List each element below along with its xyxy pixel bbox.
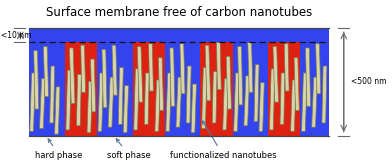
Polygon shape: [234, 73, 240, 131]
Polygon shape: [44, 47, 49, 97]
Polygon shape: [69, 48, 75, 103]
Polygon shape: [176, 77, 182, 127]
Polygon shape: [87, 81, 93, 133]
Polygon shape: [244, 76, 250, 126]
Polygon shape: [34, 51, 39, 109]
Polygon shape: [226, 56, 231, 109]
Bar: [200, 42, 232, 135]
Polygon shape: [316, 44, 321, 94]
Polygon shape: [212, 72, 217, 123]
Polygon shape: [81, 45, 85, 92]
Polygon shape: [158, 58, 163, 111]
Polygon shape: [40, 79, 45, 129]
Polygon shape: [112, 45, 117, 95]
Polygon shape: [118, 67, 123, 124]
Polygon shape: [248, 42, 253, 92]
Polygon shape: [50, 66, 55, 123]
Polygon shape: [180, 44, 185, 94]
Bar: [65, 42, 97, 135]
Polygon shape: [123, 85, 129, 133]
Polygon shape: [108, 77, 114, 127]
Polygon shape: [137, 47, 143, 102]
Polygon shape: [254, 65, 259, 122]
Text: functionalized nanotubes: functionalized nanotubes: [170, 121, 276, 160]
Bar: [132, 42, 165, 135]
Polygon shape: [238, 47, 243, 105]
Polygon shape: [91, 59, 96, 112]
Text: <500 nm: <500 nm: [350, 78, 386, 86]
Bar: [29, 29, 328, 135]
Polygon shape: [216, 42, 221, 90]
Polygon shape: [76, 74, 82, 126]
Text: soft phase: soft phase: [107, 139, 151, 160]
Polygon shape: [322, 66, 327, 123]
Polygon shape: [269, 69, 275, 130]
Polygon shape: [191, 84, 196, 133]
Polygon shape: [312, 77, 318, 127]
Text: Surface membrane free of carbon nanotubes: Surface membrane free of carbon nanotube…: [46, 6, 312, 19]
Polygon shape: [305, 48, 310, 106]
Polygon shape: [259, 83, 264, 131]
Polygon shape: [144, 73, 149, 124]
Polygon shape: [284, 44, 289, 91]
Polygon shape: [54, 87, 60, 134]
Polygon shape: [149, 44, 153, 91]
Polygon shape: [186, 66, 191, 123]
Polygon shape: [223, 79, 228, 130]
Polygon shape: [134, 69, 139, 130]
Polygon shape: [166, 73, 171, 131]
Polygon shape: [273, 47, 279, 102]
Polygon shape: [102, 49, 107, 108]
Bar: [269, 42, 300, 135]
Polygon shape: [98, 73, 103, 131]
Text: hard phase: hard phase: [35, 139, 83, 160]
Polygon shape: [155, 80, 160, 131]
Polygon shape: [290, 80, 296, 131]
Polygon shape: [280, 73, 285, 124]
Polygon shape: [66, 70, 71, 130]
Polygon shape: [294, 58, 299, 111]
Polygon shape: [170, 48, 175, 106]
Polygon shape: [205, 45, 211, 101]
Polygon shape: [301, 73, 307, 131]
Polygon shape: [201, 67, 207, 129]
Polygon shape: [30, 73, 35, 131]
Text: <10 nm: <10 nm: [2, 31, 32, 40]
